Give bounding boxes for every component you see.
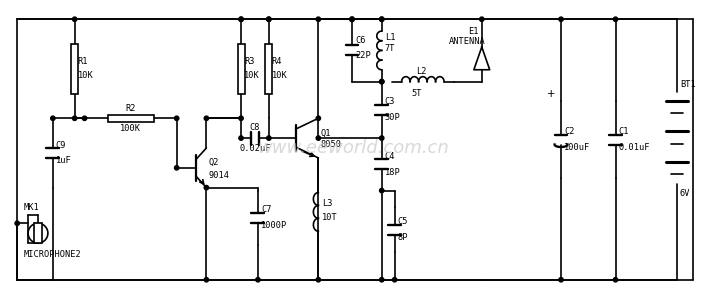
- Circle shape: [239, 116, 243, 120]
- Text: www.eeworld.com.cn: www.eeworld.com.cn: [257, 139, 449, 157]
- Text: 8P: 8P: [397, 233, 408, 242]
- Circle shape: [559, 278, 563, 282]
- Text: R1: R1: [78, 57, 88, 66]
- Circle shape: [267, 136, 271, 140]
- Circle shape: [15, 221, 19, 226]
- Text: Q2: Q2: [209, 158, 219, 167]
- Circle shape: [392, 278, 397, 282]
- Circle shape: [239, 136, 243, 140]
- Circle shape: [239, 17, 243, 21]
- Text: 100K: 100K: [120, 124, 141, 133]
- Text: 1000P: 1000P: [261, 221, 287, 230]
- Text: C4: C4: [385, 152, 395, 161]
- Text: 22P: 22P: [355, 51, 370, 60]
- Text: BT1: BT1: [680, 80, 696, 89]
- Bar: [107, 115, 153, 122]
- Text: R2: R2: [125, 104, 136, 113]
- Text: 7T: 7T: [385, 44, 395, 54]
- Circle shape: [614, 278, 618, 282]
- Text: 6V: 6V: [680, 189, 691, 198]
- Text: 1uF: 1uF: [56, 156, 71, 165]
- Circle shape: [175, 116, 179, 120]
- Circle shape: [239, 17, 243, 21]
- Bar: [71, 44, 78, 94]
- Text: C6: C6: [355, 36, 366, 45]
- Text: Q1: Q1: [320, 129, 331, 138]
- Text: 10K: 10K: [78, 71, 93, 80]
- Circle shape: [380, 189, 384, 193]
- Circle shape: [316, 116, 320, 120]
- Text: 10K: 10K: [244, 71, 259, 80]
- Text: L2: L2: [416, 67, 427, 76]
- Text: 30P: 30P: [385, 113, 400, 122]
- Circle shape: [380, 79, 384, 84]
- Circle shape: [380, 278, 384, 282]
- Text: 0.02uF: 0.02uF: [239, 144, 271, 154]
- Text: C2: C2: [564, 127, 575, 136]
- Circle shape: [256, 278, 260, 282]
- Text: 10T: 10T: [322, 213, 338, 222]
- Text: C1: C1: [619, 127, 629, 136]
- Circle shape: [316, 17, 320, 21]
- Text: 18P: 18P: [385, 168, 400, 177]
- Text: C8: C8: [250, 123, 260, 132]
- Text: MK1: MK1: [24, 203, 40, 212]
- Circle shape: [267, 17, 271, 21]
- Circle shape: [204, 116, 209, 120]
- Text: L3: L3: [322, 200, 333, 208]
- Circle shape: [204, 278, 209, 282]
- Text: L1: L1: [385, 33, 395, 41]
- Text: R4: R4: [271, 57, 282, 66]
- Text: 100uF: 100uF: [564, 143, 590, 152]
- Text: MICROPHONE2: MICROPHONE2: [24, 250, 82, 260]
- Text: C7: C7: [261, 205, 271, 214]
- Circle shape: [204, 186, 209, 190]
- Circle shape: [350, 17, 354, 21]
- Circle shape: [72, 17, 77, 21]
- Circle shape: [267, 17, 271, 21]
- Text: C9: C9: [56, 141, 66, 149]
- Circle shape: [559, 17, 563, 21]
- Text: E1: E1: [469, 27, 479, 36]
- Circle shape: [51, 116, 55, 120]
- Circle shape: [380, 79, 384, 84]
- Circle shape: [350, 17, 354, 21]
- Text: 9014: 9014: [209, 171, 229, 180]
- Circle shape: [316, 278, 320, 282]
- Circle shape: [380, 17, 384, 21]
- Text: C5: C5: [397, 217, 408, 226]
- Bar: [34, 223, 42, 243]
- Circle shape: [380, 17, 384, 21]
- Circle shape: [479, 17, 484, 21]
- Text: 0.01uF: 0.01uF: [619, 143, 650, 152]
- Circle shape: [380, 136, 384, 140]
- Circle shape: [175, 166, 179, 170]
- Circle shape: [28, 223, 48, 243]
- Circle shape: [316, 136, 320, 140]
- Circle shape: [614, 17, 618, 21]
- Circle shape: [72, 116, 77, 120]
- Text: 5T: 5T: [411, 89, 422, 98]
- Text: C3: C3: [385, 97, 395, 107]
- Text: +: +: [547, 89, 555, 99]
- Text: ANTENNA: ANTENNA: [448, 36, 485, 46]
- Bar: [265, 44, 272, 94]
- Text: R3: R3: [244, 57, 255, 66]
- Circle shape: [83, 116, 87, 120]
- Text: 10K: 10K: [271, 71, 288, 80]
- Text: 8050: 8050: [320, 139, 341, 149]
- Bar: [238, 44, 245, 94]
